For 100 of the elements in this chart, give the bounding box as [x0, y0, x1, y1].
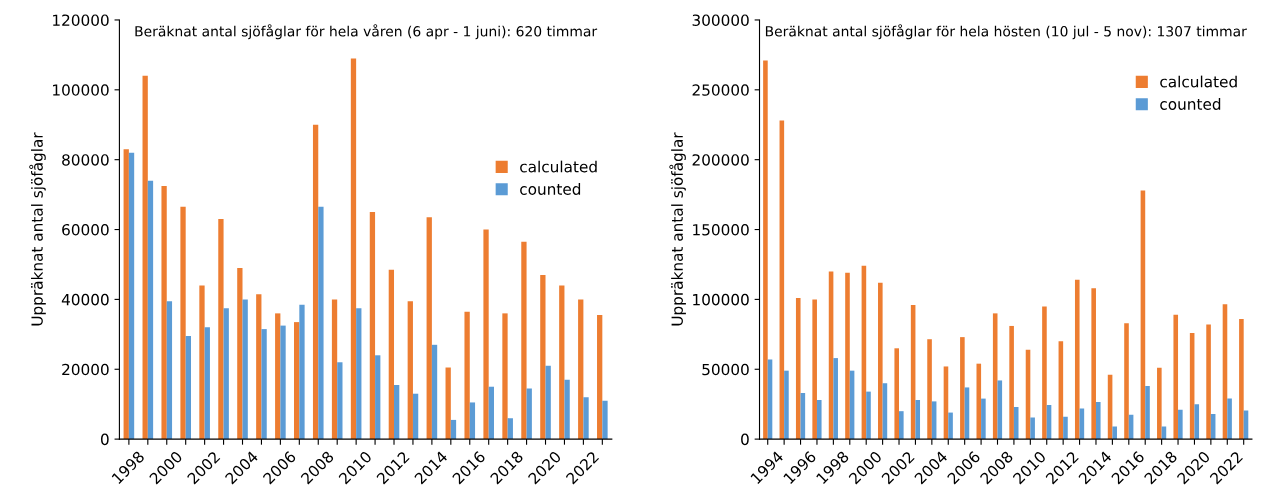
- bar: [812, 299, 817, 440]
- bar: [123, 149, 129, 440]
- bar: [204, 327, 210, 440]
- y-tick-label: 300000: [692, 14, 749, 26]
- bar: [394, 384, 400, 440]
- bar: [597, 315, 603, 440]
- bar: [331, 299, 338, 440]
- y-axis-title: Uppräknat antal sjöfåglar: [29, 132, 46, 326]
- bar: [1074, 279, 1080, 440]
- y-tick-label: 150000: [693, 224, 749, 236]
- bar: [1178, 409, 1183, 440]
- bar: [507, 418, 513, 440]
- legend-label: counted: [520, 183, 581, 195]
- bar: [431, 344, 438, 440]
- bar: [1009, 325, 1014, 440]
- bar: [464, 311, 470, 440]
- bar: [294, 322, 300, 440]
- bar: [128, 152, 135, 440]
- bar: [199, 285, 205, 440]
- bar: [261, 329, 267, 440]
- bar: [218, 219, 224, 440]
- bar: [426, 217, 432, 440]
- bar: [878, 282, 883, 440]
- bar: [915, 400, 921, 440]
- bar: [142, 75, 148, 440]
- bar: [161, 185, 167, 440]
- y-tick-label: 60000: [62, 224, 109, 236]
- bar: [312, 124, 319, 440]
- y-tick-label: 250000: [692, 84, 749, 96]
- bar: [369, 212, 376, 440]
- bar: [1042, 306, 1047, 440]
- bar: [242, 299, 248, 440]
- bar: [1013, 406, 1019, 440]
- bar: [280, 325, 286, 440]
- bar: [992, 313, 998, 440]
- bar: [1091, 288, 1096, 440]
- bar: [526, 388, 532, 440]
- chart-title: Beräknat antal sjöfåglar för hela hösten (10 jul - 5 nov): 1307 timmar: [765, 24, 1247, 40]
- bar: [147, 180, 154, 440]
- bar: [469, 402, 476, 440]
- bar: [795, 298, 801, 440]
- bar: [1227, 398, 1232, 440]
- bar: [894, 348, 900, 440]
- bar: [976, 363, 982, 440]
- y-tick-label: 100000: [693, 293, 749, 306]
- bar: [1194, 404, 1200, 440]
- bar: [185, 336, 191, 440]
- y-tick-label: 80000: [62, 154, 109, 166]
- bar: [356, 308, 362, 440]
- bar: [502, 313, 508, 440]
- legend-label: calculated: [1160, 75, 1237, 88]
- bar: [1206, 324, 1211, 440]
- bar: [237, 267, 243, 440]
- bar: [180, 206, 186, 440]
- bar: [763, 60, 768, 440]
- bar: [927, 339, 932, 440]
- bar: [1239, 318, 1244, 440]
- legend-label: calculated: [520, 160, 597, 173]
- bar: [948, 412, 953, 440]
- bar: [833, 358, 838, 440]
- bar: [445, 367, 451, 440]
- bar: [1095, 402, 1101, 440]
- y-tick-label: 200000: [692, 154, 749, 166]
- bar: [899, 411, 904, 440]
- bar: [412, 393, 419, 440]
- bar: [256, 294, 262, 440]
- bar: [559, 285, 565, 440]
- bar: [483, 229, 489, 440]
- bar: [1157, 367, 1162, 440]
- bar: [488, 386, 494, 440]
- bar: [602, 400, 608, 440]
- y-tick-label: 50000: [702, 363, 749, 376]
- bar: [866, 391, 871, 440]
- bar: [981, 398, 986, 440]
- bar: [578, 299, 584, 440]
- bar: [784, 370, 789, 440]
- bar: [318, 206, 324, 440]
- y-tick-label: 40000: [61, 293, 109, 306]
- chart-title: Beräknat antal sjöfåglar för hela våren (6 apr - 1 juni): 620 timmar: [135, 24, 598, 40]
- bar: [375, 355, 381, 440]
- bar: [545, 365, 551, 440]
- bar: [1145, 386, 1150, 440]
- bar: [388, 269, 395, 440]
- bar: [407, 301, 413, 440]
- bar: [1030, 417, 1035, 440]
- bar: [299, 304, 305, 440]
- bar: [564, 379, 570, 440]
- bar: [223, 308, 229, 440]
- y-tick-label: 0: [741, 433, 749, 446]
- bar: [337, 362, 343, 440]
- bar: [166, 301, 173, 440]
- bar: [275, 313, 281, 440]
- bar: [521, 241, 527, 440]
- y-tick-label: 100000: [53, 84, 109, 96]
- y-tick-label: 20000: [62, 363, 109, 376]
- bar: [960, 337, 965, 440]
- bar: [540, 274, 546, 440]
- bar: [816, 400, 822, 440]
- bar: [583, 397, 589, 440]
- bar: [350, 58, 357, 440]
